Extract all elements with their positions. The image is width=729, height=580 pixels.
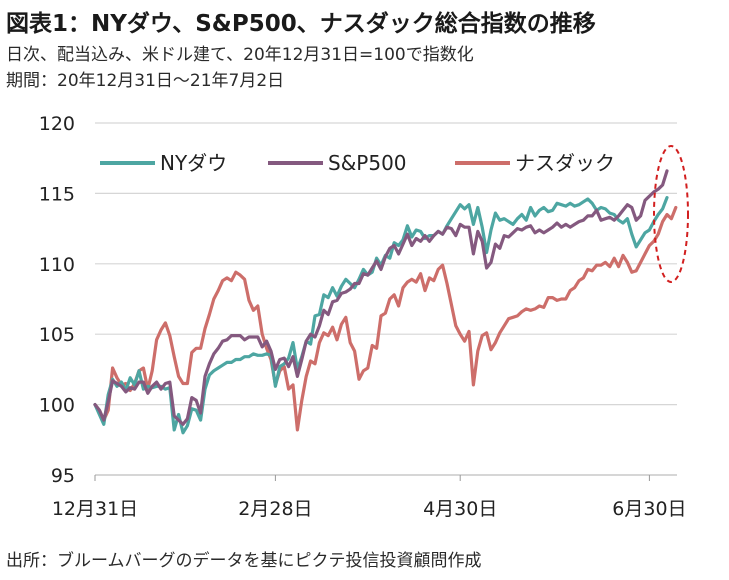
y-tick-label: 120: [39, 113, 75, 135]
x-tick-label: 4月30日: [423, 498, 497, 520]
source-note: 出所：ブルームバーグのデータを基にピクテ投信投資顧問作成: [6, 551, 482, 571]
chart-subtitle-period: 期間：20年12月31日～21年7月2日: [6, 71, 285, 91]
series-line-nasdaq: [93, 205, 678, 432]
y-axis-ticks: 95 100 105 110 115 120: [39, 113, 75, 487]
legend: NYダウ S&P500 ナスダック: [100, 151, 615, 175]
highlight-ellipse: [653, 145, 689, 283]
annotations: [653, 145, 689, 283]
gridlines: [95, 122, 677, 476]
y-tick-label: 110: [39, 254, 75, 276]
y-tick-label: 105: [39, 324, 75, 346]
x-tick-label: 2月28日: [238, 498, 312, 520]
chart-subtitle-basis: 日次、配当込み、米ドル建て、20年12月31日=100で指数化: [6, 45, 474, 65]
x-tick-label: 12月31日: [52, 498, 138, 520]
y-tick-label: 115: [39, 183, 75, 205]
legend-label: S&P500: [328, 151, 407, 175]
legend-label: NYダウ: [160, 151, 227, 175]
series-lines: [93, 169, 678, 435]
y-tick-label: 100: [39, 395, 75, 417]
legend-label: ナスダック: [515, 151, 615, 175]
chart-title: 図表1：NYダウ、S&P500、ナスダック総合指数の推移: [6, 11, 596, 37]
x-tick-label: 6月30日: [612, 498, 686, 520]
x-axis-ticks: 12月31日 2月28日 4月30日 6月30日: [52, 475, 687, 520]
series-line-sp500: [93, 169, 669, 426]
y-tick-label: 95: [51, 465, 75, 487]
